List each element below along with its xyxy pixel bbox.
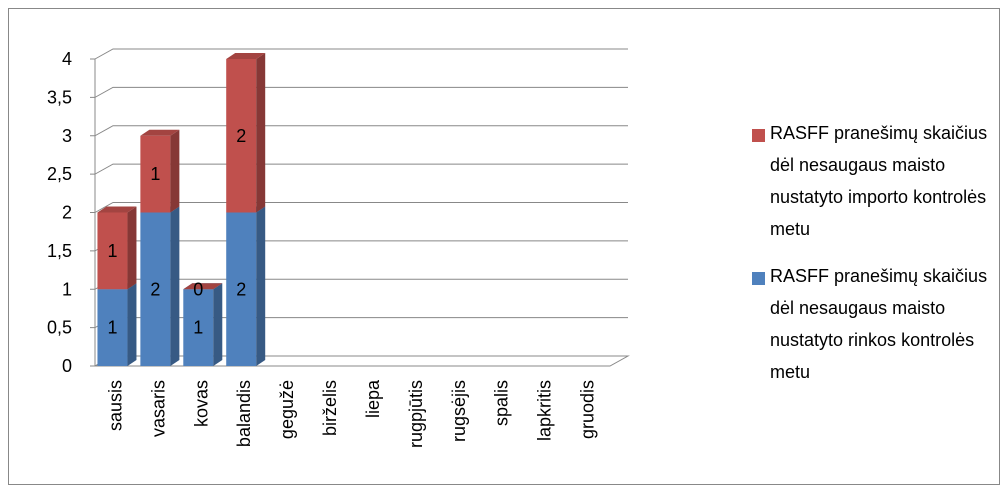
bar-side xyxy=(170,129,180,213)
bar-side xyxy=(213,283,223,366)
x-tick-label: rugsėjis xyxy=(449,380,469,442)
bar xyxy=(183,283,223,366)
grid-line xyxy=(94,125,628,137)
y-tick-label: 2,5 xyxy=(47,164,72,184)
legend-item: RASFF pranešimų skaičius dėl nesaugaus m… xyxy=(770,123,988,239)
legend-swatch xyxy=(752,272,765,285)
y-tick-label: 3 xyxy=(62,126,72,146)
bar-side xyxy=(256,53,266,213)
bar xyxy=(183,283,223,290)
bar-front xyxy=(97,289,128,366)
data-label: 2 xyxy=(236,279,246,299)
data-label: 0 xyxy=(193,279,203,299)
x-tick-label: lapkritis xyxy=(535,380,555,441)
data-label: 1 xyxy=(107,241,117,261)
bar xyxy=(140,129,180,213)
bar xyxy=(97,206,137,290)
bar-front xyxy=(97,212,128,290)
data-label: 2 xyxy=(236,126,246,146)
bar xyxy=(140,206,180,366)
bar-side xyxy=(256,206,266,366)
y-tick-label: 2 xyxy=(62,203,72,223)
grid-line xyxy=(94,48,628,60)
grid-line xyxy=(94,86,628,98)
x-tick-label: kovas xyxy=(191,380,211,427)
data-label: 2 xyxy=(150,279,160,299)
y-tick-label: 0 xyxy=(62,356,72,376)
x-tick-label: balandis xyxy=(234,380,254,447)
x-tick-label: rugpjūtis xyxy=(406,380,426,448)
data-label: 1 xyxy=(107,318,117,338)
bar xyxy=(226,206,266,366)
bar-top xyxy=(226,53,266,59)
bar-side xyxy=(127,206,137,290)
grid-line xyxy=(94,163,628,175)
x-tick-label: spalis xyxy=(492,380,512,426)
y-tick-label: 4 xyxy=(62,49,72,69)
grid-line xyxy=(94,202,628,213)
x-tick-label: sausis xyxy=(105,380,125,431)
y-tick-label: 1,5 xyxy=(47,241,72,261)
x-tick-label: birželis xyxy=(320,380,340,436)
x-tick-label: gruodis xyxy=(578,380,598,439)
bar-front xyxy=(140,212,171,366)
data-label: 1 xyxy=(193,318,203,338)
bar-front xyxy=(226,59,257,213)
bar-top xyxy=(183,283,223,290)
bar-top xyxy=(140,129,180,136)
bar-top xyxy=(97,206,137,213)
legend-swatch xyxy=(752,129,765,142)
y-tick-label: 0,5 xyxy=(47,318,72,338)
legend-text: RASFF pranešimų skaičius dėl nesaugaus m… xyxy=(770,123,988,239)
bar-front xyxy=(140,135,171,213)
bar-side xyxy=(170,206,180,366)
bar-front xyxy=(226,212,257,366)
bar xyxy=(226,53,266,213)
y-tick-label: 1 xyxy=(62,279,72,299)
x-tick-label: vasaris xyxy=(148,380,168,437)
y-tick-label: 3,5 xyxy=(47,87,72,107)
data-label: 1 xyxy=(150,164,160,184)
x-tick-label: liepa xyxy=(363,379,383,418)
bar-side xyxy=(127,283,137,366)
legend-text: RASFF pranešimų skaičius dėl nesaugaus m… xyxy=(770,266,988,382)
x-tick-label: gegužė xyxy=(277,380,297,439)
legend-item: RASFF pranešimų skaičius dėl nesaugaus m… xyxy=(770,266,988,382)
bar-front xyxy=(183,289,214,366)
